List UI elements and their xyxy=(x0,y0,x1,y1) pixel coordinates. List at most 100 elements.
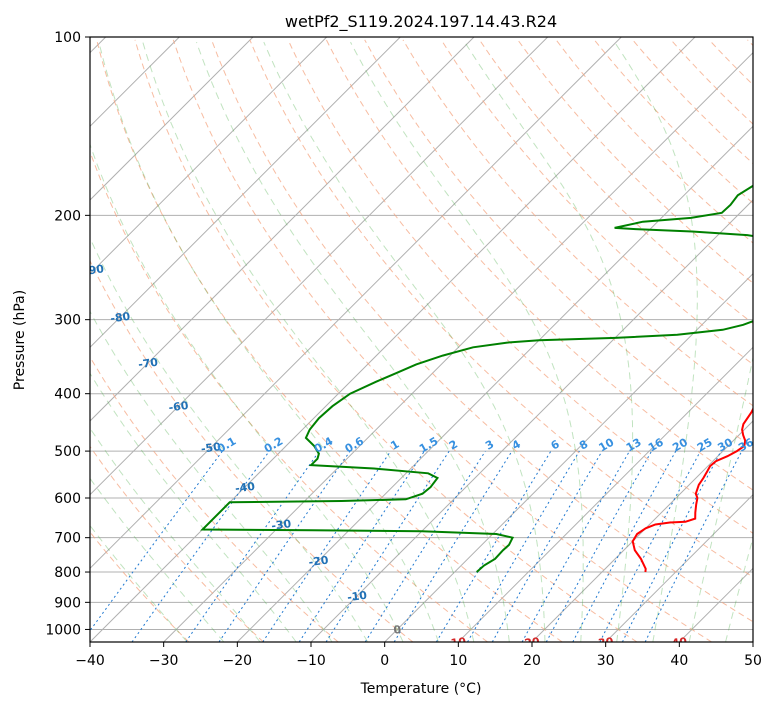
mixing-ratio-line xyxy=(262,450,392,642)
isotherm-line xyxy=(90,37,696,642)
x-axis-ticks: −40 −30 −20 −10 0 10 20 30 40 50 xyxy=(75,642,762,669)
isotherm-label: 10 xyxy=(450,635,467,650)
x-axis-title: Temperature (°C) xyxy=(360,681,482,697)
isotherm-line xyxy=(90,37,549,496)
moist-adiabat xyxy=(90,427,261,642)
isotherm-line xyxy=(90,37,401,349)
x-tick-label: 40 xyxy=(670,653,688,669)
x-tick-label: 0 xyxy=(380,653,389,669)
y-axis-ticks: 100 200 300 400 500 600 700 800 900 1000 xyxy=(45,30,90,638)
mixing-ratio-line xyxy=(298,450,425,642)
moist-adiabat xyxy=(90,310,333,642)
y-tick-label: 900 xyxy=(54,595,81,611)
y-tick-label: 500 xyxy=(54,444,81,460)
isotherm-line xyxy=(90,37,475,422)
dry-adiabat xyxy=(90,259,414,642)
chart-title: wetPf2_S119.2024.197.14.43.R24 xyxy=(285,12,557,32)
mixing-ratio-line xyxy=(644,450,743,642)
mixing-ratio-line xyxy=(491,450,603,642)
isotherm-label: -20 xyxy=(308,554,330,570)
x-tick-label: −40 xyxy=(75,653,105,669)
isobar-gridlines xyxy=(90,37,753,630)
x-tick-label: 10 xyxy=(449,653,467,669)
dry-adiabat xyxy=(325,39,753,491)
y-tick-label: 600 xyxy=(54,491,81,507)
isotherm-label: -60 xyxy=(168,399,190,415)
dry-adiabat xyxy=(249,39,753,578)
dry-adiabat xyxy=(287,39,753,534)
sounding-profiles xyxy=(200,184,753,573)
y-tick-label: 100 xyxy=(54,30,81,46)
dry-adiabat xyxy=(96,39,563,642)
dry-adiabat xyxy=(134,39,638,642)
mixing-ratio-line xyxy=(218,450,351,642)
isotherm-line xyxy=(605,493,753,642)
x-tick-label: −30 xyxy=(149,653,179,669)
isotherm-label: -40 xyxy=(234,480,256,496)
isotherm-label: -90 xyxy=(83,262,105,278)
mixing-ratio-line xyxy=(325,450,450,642)
y-tick-label: 800 xyxy=(54,565,81,581)
moist-adiabat xyxy=(350,41,584,642)
isotherm-label: 0 xyxy=(393,623,403,637)
isotherm-line xyxy=(90,37,254,201)
isotherm-label: -80 xyxy=(110,310,132,326)
x-tick-label: −20 xyxy=(223,653,253,669)
moist-adiabat xyxy=(688,355,753,642)
moist-adiabats xyxy=(90,41,753,642)
mixing-ratio-labels: 0.1 0.2 0.4 0.6 1 1.5 2 3 4 6 8 10 13 16 20 25 30 36 xyxy=(215,434,756,455)
y-axis-title: Pressure (hPa) xyxy=(12,290,28,390)
dry-adiabat xyxy=(594,39,753,204)
dry-adiabat xyxy=(90,531,190,642)
isotherm-label: 20 xyxy=(524,635,541,650)
plot-frame xyxy=(89,36,754,643)
y-tick-label: 200 xyxy=(54,208,81,224)
moist-adiabat xyxy=(90,142,404,642)
moist-adiabat xyxy=(98,41,439,642)
moist-adiabat xyxy=(90,236,369,642)
mixing-ratio-line xyxy=(467,450,580,642)
mixing-ratio-line xyxy=(621,450,722,642)
mixing-ratio-line xyxy=(185,450,320,642)
x-tick-label: 20 xyxy=(523,653,541,669)
moist-adiabat xyxy=(196,41,510,642)
temperature-profile xyxy=(631,407,753,573)
isotherm-label: 30 xyxy=(597,635,614,650)
y-tick-label: 300 xyxy=(54,313,81,329)
x-tick-label: 50 xyxy=(744,653,762,669)
isotherm-label: 40 xyxy=(671,635,688,650)
dewpoint-profile xyxy=(200,184,753,573)
moist-adiabat xyxy=(142,41,475,642)
mixing-ratio-line xyxy=(90,450,223,632)
moist-adiabat xyxy=(464,41,634,642)
isotherm-line xyxy=(90,37,328,275)
dry-adiabat xyxy=(364,39,753,449)
moist-adiabat xyxy=(90,372,297,642)
y-tick-label: 700 xyxy=(54,531,81,547)
moist-adiabat xyxy=(614,41,698,642)
isotherm-label: -10 xyxy=(346,589,368,605)
dry-adiabat xyxy=(555,39,753,244)
y-tick-label: 400 xyxy=(54,387,81,403)
y-tick-label: 1000 xyxy=(45,622,81,638)
mixing-ratio-line xyxy=(131,450,270,642)
isotherm-line xyxy=(457,346,753,642)
isotherm-label: -30 xyxy=(271,517,293,533)
x-tick-label: −10 xyxy=(296,653,326,669)
dry-adiabat xyxy=(172,39,712,642)
dry-adiabat xyxy=(479,39,753,325)
isotherm-line xyxy=(90,37,622,570)
isotherm-label: -70 xyxy=(137,356,159,372)
mixing-ratio-line xyxy=(393,450,513,642)
x-tick-label: 30 xyxy=(597,653,615,669)
dry-adiabat xyxy=(440,39,753,366)
isotherm-line xyxy=(384,272,753,642)
isotherm-line xyxy=(163,51,753,642)
isotherm-label: -50 xyxy=(200,440,222,456)
moist-adiabat xyxy=(263,41,546,642)
dry-adiabat xyxy=(90,445,264,642)
